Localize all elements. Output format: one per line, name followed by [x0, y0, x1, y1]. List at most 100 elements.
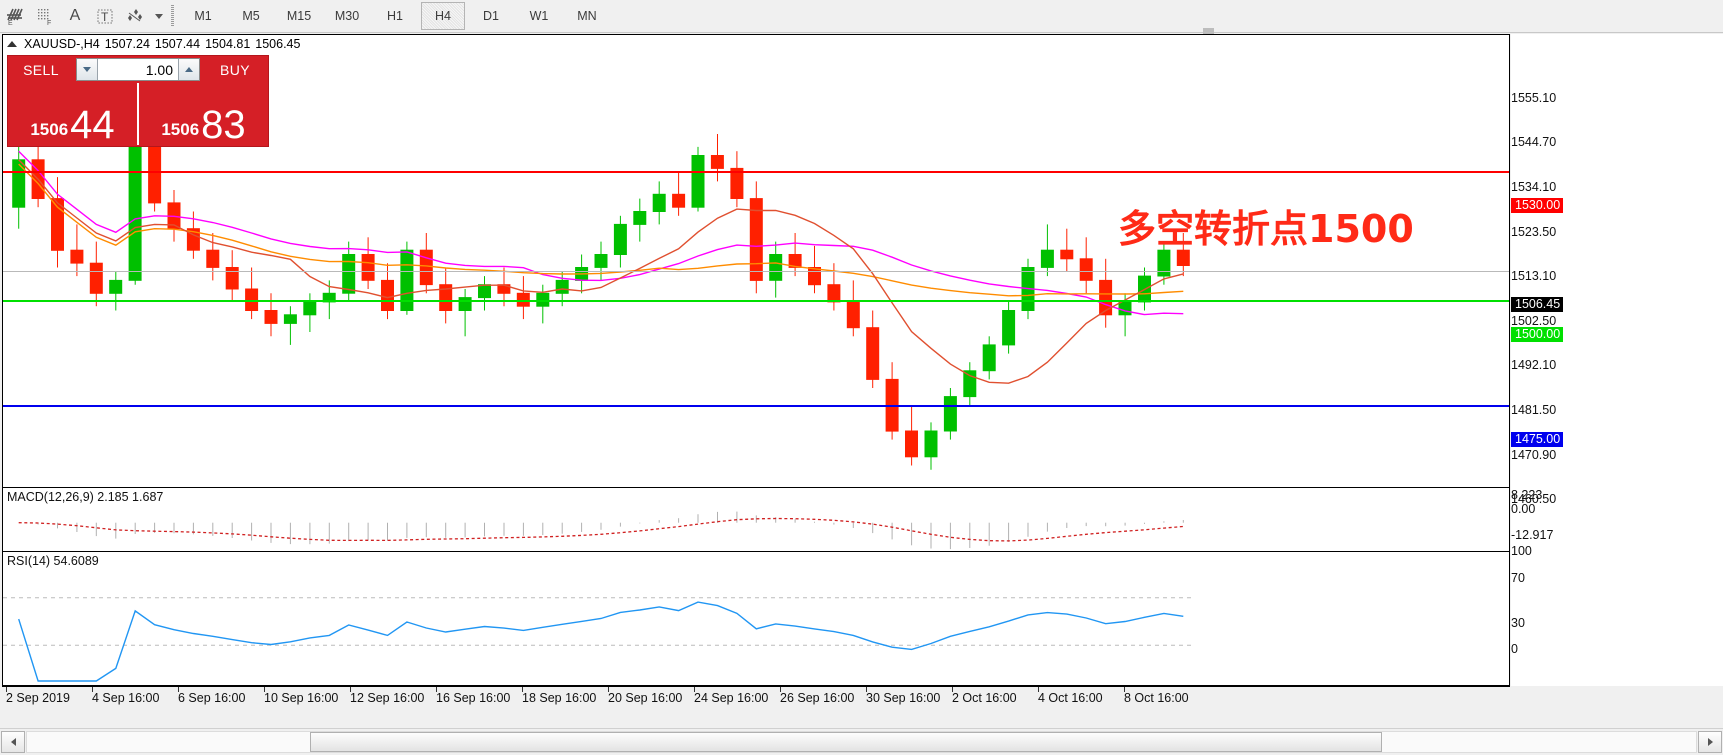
rsi-tick: 70 — [1511, 571, 1525, 585]
price-scale[interactable]: 1555.10 1544.70 1534.10 1530.00 1523.50 … — [1511, 34, 1723, 686]
scroll-thumb[interactable] — [310, 732, 1382, 752]
time-tick — [608, 687, 609, 692]
time-tick — [6, 687, 7, 692]
window-resize-notch[interactable] — [1203, 28, 1214, 34]
timeframe-w1[interactable]: W1 — [529, 9, 549, 23]
price-tick: 1513.10 — [1511, 269, 1557, 283]
toolbar-separator — [169, 4, 176, 28]
price-tick: 1544.70 — [1511, 135, 1557, 149]
ask-price[interactable]: 1506 83 — [139, 83, 268, 145]
time-tick — [694, 687, 695, 692]
price-tick: 1460.50 — [1511, 492, 1557, 506]
chart-annotation[interactable]: 多空转折点1500 — [1118, 207, 1414, 251]
objects-icon[interactable] — [120, 2, 150, 30]
scroll-left-button[interactable] — [1, 731, 25, 753]
support-line-1475[interactable] — [3, 405, 1509, 407]
time-tick — [952, 687, 953, 692]
rsi-tick: 0 — [1511, 642, 1518, 656]
macd-tick: -12.917 — [1511, 528, 1554, 542]
price-tick: 1492.10 — [1511, 358, 1557, 372]
text-object-icon[interactable]: T — [90, 2, 120, 30]
volume-increase-button[interactable] — [178, 59, 199, 80]
timeframe-mn[interactable]: MN — [577, 9, 597, 23]
time-tick — [1124, 687, 1125, 692]
chevron-down-icon[interactable] — [154, 13, 163, 19]
bid-price[interactable]: 1506 44 — [8, 83, 139, 145]
chart-area[interactable]: XAUUSD-,H4 1507.24 1507.44 1504.81 1506.… — [2, 34, 1510, 686]
price-tick: 1523.50 — [1511, 225, 1557, 239]
timeframe-m30[interactable]: M30 — [334, 9, 360, 23]
macd-tick: 8.223 — [1511, 488, 1543, 502]
last-price-tag: 1506.45 — [1511, 297, 1564, 312]
volume-decrease-button[interactable] — [77, 59, 98, 80]
time-tick — [178, 687, 179, 692]
svg-text:E: E — [8, 20, 13, 26]
macd-plot — [18, 511, 1184, 550]
rsi-panel[interactable]: RSI(14) 54.6089 — [3, 551, 1509, 685]
bid-price-figure: 1506 — [30, 120, 69, 139]
grid-toggle-icon[interactable]: F — [30, 2, 60, 30]
time-label: 6 Sep 16:00 — [178, 691, 246, 705]
time-tick — [1038, 687, 1039, 692]
time-tick — [436, 687, 437, 692]
sell-button[interactable]: SELL — [23, 61, 59, 78]
time-tick — [92, 687, 93, 692]
time-tick — [264, 687, 265, 692]
time-label: 16 Sep 16:00 — [436, 691, 511, 705]
scroll-track[interactable] — [26, 731, 1697, 753]
timeframe-m5[interactable]: M5 — [242, 9, 260, 23]
time-tick — [866, 687, 867, 692]
text-label-icon[interactable]: A — [69, 7, 81, 24]
one-click-trading-panel[interactable]: SELL 1.00 BUY 1506 44 1506 83 — [7, 55, 269, 147]
svg-text:F: F — [47, 20, 51, 26]
price-tick: 1481.50 — [1511, 403, 1557, 417]
timeframe-m1[interactable]: M1 — [194, 9, 212, 23]
time-axis[interactable]: 2 Sep 2019 4 Sep 16:00 6 Sep 16:00 10 Sep 1… — [2, 686, 1510, 712]
level-tag-1475[interactable]: 1475.00 — [1511, 432, 1564, 447]
price-tick: 1470.90 — [1511, 448, 1557, 462]
level-tag-1500[interactable]: 1500.00 — [1511, 327, 1564, 342]
volume-input[interactable]: 1.00 — [145, 61, 173, 78]
horizontal-scrollbar[interactable] — [0, 728, 1723, 755]
time-tick — [522, 687, 523, 692]
macd-tick: 0.00 — [1511, 502, 1536, 516]
time-label: 2 Sep 2019 — [6, 691, 70, 705]
rsi-plot — [3, 597, 1193, 682]
rsi-tick: 30 — [1511, 616, 1525, 630]
collapse-arrow-icon[interactable] — [7, 41, 17, 47]
bid-price-pips: 44 — [70, 103, 115, 147]
buy-button[interactable]: BUY — [220, 61, 250, 78]
ask-price-pips: 83 — [201, 103, 246, 147]
time-tick — [350, 687, 351, 692]
pivot-line-1500[interactable] — [3, 300, 1509, 302]
resistance-line-1530[interactable] — [3, 171, 1509, 173]
time-label: 26 Sep 16:00 — [780, 691, 855, 705]
ohlc-low: 1504.81 — [205, 37, 251, 51]
volume-stepper[interactable]: 1.00 — [76, 58, 200, 81]
scroll-right-button[interactable] — [1698, 731, 1722, 753]
symbol-header: XAUUSD-,H4 1507.24 1507.44 1504.81 1506.… — [3, 35, 300, 53]
timeframe-m15[interactable]: M15 — [286, 9, 312, 23]
price-tick: 1502.50 — [1511, 314, 1557, 328]
macd-label: MACD(12,26,9) 2.185 1.687 — [7, 490, 164, 504]
timeframe-d1[interactable]: D1 — [483, 9, 499, 23]
timeframe-h1[interactable]: H1 — [387, 9, 403, 23]
time-label: 24 Sep 16:00 — [694, 691, 769, 705]
time-label: 2 Oct 16:00 — [952, 691, 1017, 705]
time-label: 20 Sep 16:00 — [608, 691, 683, 705]
main-toolbar: E F A — [0, 0, 1723, 33]
timeframe-h4[interactable]: H4 — [421, 2, 465, 30]
time-label: 4 Sep 16:00 — [92, 691, 160, 705]
rsi-tick: 100 — [1511, 544, 1532, 558]
price-plot — [12, 134, 1190, 470]
time-label: 18 Sep 16:00 — [522, 691, 597, 705]
time-label: 12 Sep 16:00 — [350, 691, 425, 705]
macd-panel[interactable]: MACD(12,26,9) 2.185 1.687 — [3, 487, 1509, 551]
indicators-icon[interactable]: E — [0, 2, 30, 30]
symbol-timeframe-label: XAUUSD-,H4 — [24, 37, 100, 51]
svg-text:T: T — [101, 10, 109, 24]
objects-dropdown-caret[interactable] — [150, 2, 166, 30]
level-tag-1530[interactable]: 1530.00 — [1511, 198, 1564, 213]
ohlc-close: 1506.45 — [255, 37, 301, 51]
